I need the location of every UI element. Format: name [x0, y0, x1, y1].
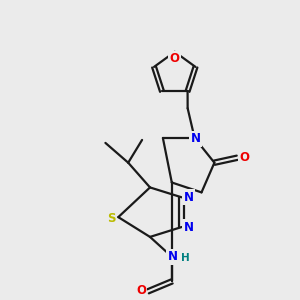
Text: H: H [181, 253, 190, 263]
Text: N: N [168, 250, 178, 263]
Text: N: N [184, 191, 194, 204]
Text: S: S [107, 212, 116, 225]
Text: N: N [190, 132, 201, 146]
Text: O: O [136, 284, 146, 297]
Text: O: O [239, 151, 249, 164]
Text: N: N [184, 220, 194, 233]
Text: O: O [170, 52, 180, 65]
